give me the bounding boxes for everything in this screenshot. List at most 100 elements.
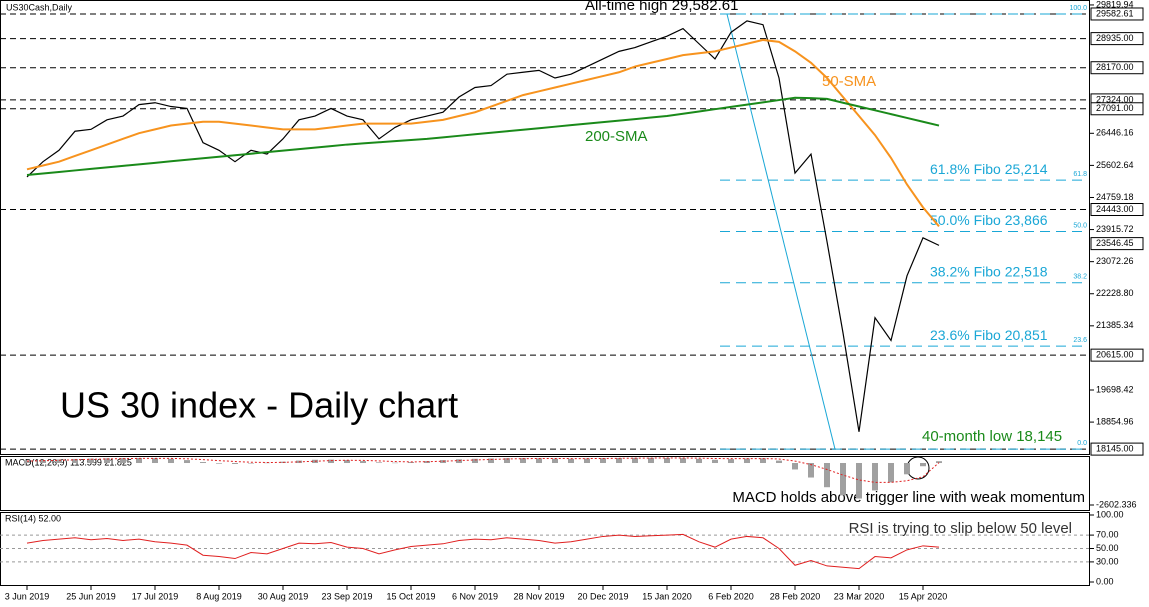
macd-bar [824, 463, 830, 488]
macd-bar [936, 461, 942, 464]
y-tick-label: 19698.42 [1096, 384, 1134, 394]
level-box [1090, 32, 1144, 46]
macd-bar [472, 458, 478, 464]
macd-bar [408, 462, 414, 464]
x-tick-label: 28 Nov 2019 [513, 591, 564, 601]
level-label: 28170.00 [1096, 62, 1134, 72]
y-tick-label: 23072.26 [1096, 256, 1134, 266]
y-tick-label: 26446.16 [1096, 128, 1134, 138]
level-label: 29582.61 [1096, 8, 1134, 18]
fibo-ratio: 0.0 [1077, 440, 1087, 447]
macd-bar [328, 459, 334, 464]
macd-bar [88, 458, 94, 464]
x-tick-label: 20 Dec 2019 [577, 591, 628, 601]
macd-panel [0, 456, 1090, 511]
current-box [1090, 237, 1144, 251]
x-tick-label: 8 Aug 2019 [196, 591, 242, 601]
current-label: 23546.45 [1096, 238, 1134, 248]
macd-bar [216, 463, 222, 464]
low-annotation: 40-month low 18,145 [922, 428, 1062, 445]
macd-bar [136, 458, 142, 464]
macd-bar [632, 457, 638, 464]
macd-bar [776, 460, 782, 464]
sma200-label: 200-SMA [585, 128, 648, 145]
macd-bar [536, 458, 542, 464]
macd-bar [392, 462, 398, 464]
y-tick-label: 29819.94 [1096, 0, 1134, 9]
macd-bar [248, 463, 254, 464]
y-tick-label: 21385.34 [1096, 320, 1134, 330]
series-line [26, 533, 940, 570]
macd-bar [520, 458, 526, 464]
fibo-ratio: 23.6 [1073, 337, 1087, 344]
macd-bar [344, 460, 350, 464]
macd-bar [360, 461, 366, 464]
fibo-ratio: 61.8 [1073, 171, 1087, 178]
high-annotation: All-time high 29,582.61 [585, 0, 738, 14]
y-tick-label: 25602.64 [1096, 160, 1134, 170]
level-label: 27091.00 [1096, 103, 1134, 113]
macd-bar [40, 460, 46, 464]
macd-bar [184, 460, 190, 464]
level-label: 27324.00 [1096, 94, 1134, 104]
x-tick-label: 15 Jan 2020 [642, 591, 692, 601]
macd-bar [760, 458, 766, 464]
macd-bar [456, 459, 462, 464]
chart-title: US 30 index - Daily chart [60, 385, 458, 426]
macd-bar [152, 458, 158, 464]
x-tick-label: 6 Feb 2020 [708, 591, 754, 601]
level-box [1090, 348, 1144, 362]
y-tick-label: 100.00 [1096, 509, 1124, 519]
macd-bar [888, 463, 894, 483]
level-label: 28935.00 [1096, 33, 1134, 43]
fibo-trend [726, 13, 836, 450]
macd-title: MACD(12,26,9) 113.599 21.825 [5, 457, 132, 467]
x-tick-label: 6 Nov 2019 [452, 591, 498, 601]
y-tick-label: 24759.18 [1096, 192, 1134, 202]
level-box [1090, 61, 1144, 75]
x-tick-label: 23 Mar 2020 [834, 591, 885, 601]
macd-bar [616, 458, 622, 464]
x-tick-label: 17 Jul 2019 [132, 591, 179, 601]
macd-bar [376, 462, 382, 464]
macd-bar [648, 457, 654, 464]
macd-bar [728, 459, 734, 464]
macd-bar [488, 458, 494, 464]
level-box [1090, 203, 1144, 217]
level-box [1090, 102, 1144, 116]
macd-bar [552, 458, 558, 464]
macd-bar [680, 458, 686, 464]
macd-bar [72, 458, 78, 464]
macd-bar [120, 458, 126, 464]
macd-bar [168, 458, 174, 464]
y-tick-label: 30.00 [1096, 556, 1119, 566]
macd-bar [600, 458, 606, 464]
rsi-title: RSI(14) 52.00 [5, 513, 61, 523]
macd-bar [904, 463, 910, 475]
highlight-circle [906, 456, 930, 480]
symbol-label: US30Cash,Daily [6, 2, 73, 12]
y-tick-label: 22228.80 [1096, 288, 1134, 298]
series-line [26, 20, 940, 432]
macd-bar [664, 458, 670, 464]
fibo-label: 38.2% Fibo 22,518 [930, 263, 1048, 279]
y-tick-label: -2602.336 [1096, 499, 1137, 509]
macd-bar [696, 458, 702, 464]
price-panel [0, 0, 1090, 455]
macd-bar [24, 460, 30, 464]
series-line [26, 457, 940, 483]
y-tick-label: 50.00 [1096, 543, 1119, 553]
macd-bar [232, 463, 238, 464]
fibo-ratio: 100.0 [1069, 5, 1087, 12]
macd-bar [840, 463, 846, 496]
macd-bar [200, 462, 206, 464]
macd-bar [792, 463, 798, 470]
fibo-label: 61.8% Fibo 25,214 [930, 161, 1048, 177]
macd-bar [104, 458, 110, 464]
y-tick-label: 70.00 [1096, 529, 1119, 539]
level-label: 18145.00 [1096, 443, 1134, 453]
macd-bar [920, 463, 926, 467]
level-label: 20615.00 [1096, 350, 1134, 360]
x-tick-label: 30 Aug 2019 [258, 591, 309, 601]
